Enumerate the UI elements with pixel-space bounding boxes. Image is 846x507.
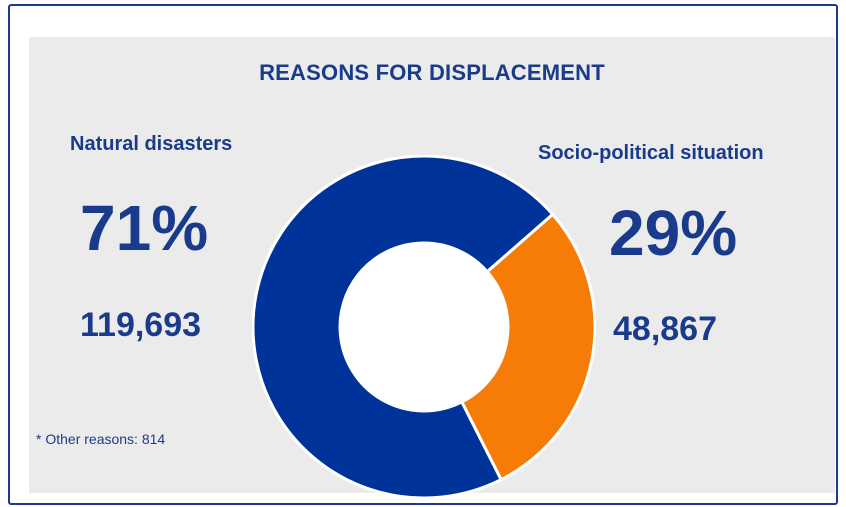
label-socio-political: Socio-political situation: [538, 142, 764, 164]
chart-title: REASONS FOR DISPLACEMENT: [259, 60, 605, 85]
slice-socio-political: [459, 212, 596, 482]
other-reasons-note: * Other reasons: 814: [36, 431, 166, 447]
donut-hole: [341, 244, 507, 410]
donut-chart: [252, 155, 596, 499]
count-natural-disasters: 119,693: [80, 306, 202, 344]
percent-socio-political: 29%: [609, 197, 738, 269]
label-natural-disasters: Natural disasters: [70, 133, 233, 155]
slice-natural-disasters: [252, 155, 555, 499]
percent-natural-disasters: 71%: [80, 192, 209, 264]
count-socio-political: 48,867: [613, 310, 717, 348]
